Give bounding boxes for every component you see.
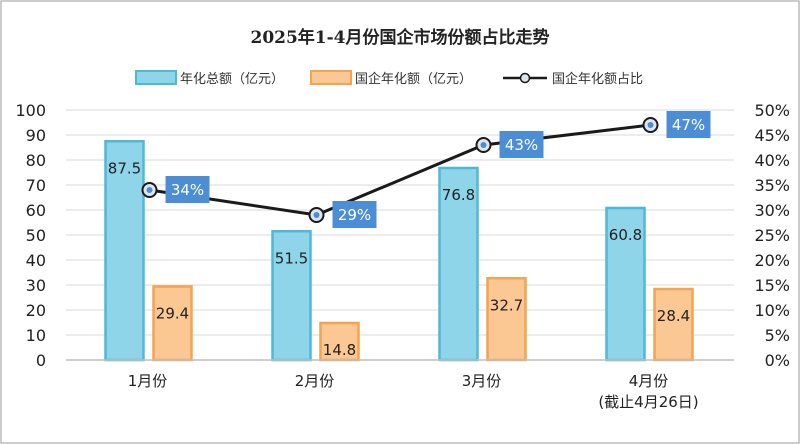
x-tick-label: 3月份 (462, 372, 502, 390)
legend-label-ratio: 国企年化额占比 (552, 71, 643, 87)
y-right-tick-label: 35% (754, 176, 790, 195)
bar-soe (319, 321, 360, 362)
legend-swatch-soe (310, 70, 352, 85)
bar-soe (486, 277, 527, 362)
ratio-point-core (647, 122, 654, 128)
legend-swatch-ratio-marker (519, 72, 531, 84)
y-right-tick-label: 25% (754, 226, 790, 245)
bar-soe (152, 285, 193, 362)
x-axis: 1月份 2月份 3月份 4月份 (截止4月26日) (66, 359, 734, 411)
bar-total (104, 140, 145, 362)
y-axis-left: 0 10 20 30 40 50 60 70 80 90 100 (15, 101, 46, 370)
bar-soe-label: 28.4 (657, 307, 690, 325)
y-left-tick-label: 70 (26, 176, 46, 195)
legend-label-total: 年化总额（亿元） (180, 72, 284, 87)
y-right-tick-label: 40% (754, 151, 790, 170)
y-left-tick-label: 30 (26, 276, 46, 295)
ratio-line-layer: 34% 29% 43% 47% (141, 111, 711, 228)
bar-total (271, 230, 312, 362)
legend-label-soe: 国企年化额（亿元） (355, 71, 472, 87)
y-right-tick-label: 30% (754, 201, 790, 220)
ratio-label: 43% (505, 136, 538, 154)
x-tick-label: 2月份 (295, 372, 335, 390)
bar-total-label: 60.8 (609, 226, 642, 244)
y-left-tick-label: 10 (26, 326, 46, 345)
y-axis-right: 0% 5% 10% 15% 20% 25% 30% 35% 40% 45% 50% (754, 101, 790, 370)
chart-title: 2025年1-4月份国企市场份额占比走势 (250, 27, 549, 48)
bar-total (605, 206, 646, 362)
ratio-label-box (165, 176, 210, 203)
ratio-point-core (146, 187, 153, 193)
ratio-label-box (666, 111, 711, 138)
y-left-tick-label: 80 (26, 151, 46, 170)
y-right-tick-label: 15% (754, 276, 790, 295)
y-left-tick-label: 100 (15, 101, 46, 120)
y-right-tick-label: 10% (754, 301, 790, 320)
x-tick-label: 4月份 (629, 372, 669, 390)
bar-soe-label: 14.8 (323, 341, 356, 359)
y-right-tick-label: 20% (754, 251, 790, 270)
ratio-label: 34% (171, 181, 204, 199)
ratio-point-core (480, 142, 487, 148)
x-tick-label: 1月份 (128, 372, 168, 390)
bar-soe (653, 287, 694, 362)
y-left-tick-label: 50 (26, 226, 46, 245)
y-left-tick-label: 60 (26, 201, 46, 220)
y-left-tick-label: 40 (26, 251, 46, 270)
ratio-label-box (332, 201, 377, 228)
bar-total-label: 51.5 (275, 249, 308, 267)
bar-total-label: 87.5 (108, 159, 141, 177)
ratio-point-core (313, 212, 320, 218)
x-tick-note: (截止4月26日) (598, 393, 698, 411)
ratio-label: 29% (338, 206, 371, 224)
y-right-tick-label: 0% (765, 351, 790, 370)
legend: 年化总额（亿元） 国企年化额（亿元） 国企年化额占比 (135, 70, 643, 87)
ratio-line (149, 123, 651, 217)
ratio-label-box (499, 131, 544, 158)
y-right-tick-label: 5% (765, 326, 790, 345)
bar-total (438, 166, 479, 362)
y-left-tick-label: 90 (26, 126, 46, 145)
legend-swatch-total (135, 70, 177, 85)
bar-total-label: 76.8 (442, 186, 475, 204)
y-left-tick-label: 0 (36, 351, 46, 370)
y-left-tick-label: 20 (26, 301, 46, 320)
y-right-tick-label: 50% (754, 101, 790, 120)
ratio-label: 47% (672, 116, 705, 134)
bar-soe-label: 32.7 (490, 296, 523, 314)
bar-soe-label: 29.4 (156, 305, 189, 323)
bars: 87.5 29.4 51.5 14.8 76.8 32.7 60.8 28.4 (104, 140, 694, 362)
y-right-tick-label: 45% (754, 126, 790, 145)
